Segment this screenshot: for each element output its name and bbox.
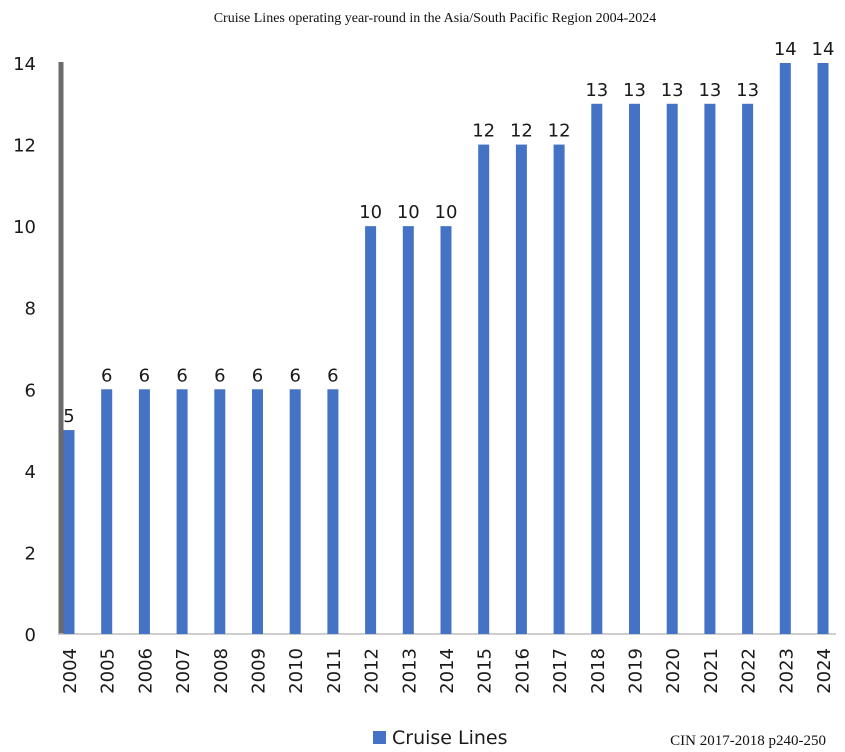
data-label: 12	[510, 121, 533, 142]
x-tick-label: 2005	[98, 648, 119, 694]
bar	[742, 103, 754, 635]
x-tick-label: 2011	[324, 648, 345, 694]
y-tick-label: 6	[25, 380, 36, 401]
x-tick-label: 2009	[249, 648, 270, 694]
bar	[704, 103, 716, 635]
source-note: CIN 2017-2018 p240-250	[670, 733, 826, 749]
data-label: 14	[774, 39, 797, 60]
y-tick-label: 4	[25, 462, 36, 483]
bar	[666, 103, 678, 635]
x-tick-label: 2018	[588, 648, 609, 694]
bars	[63, 63, 829, 635]
bar	[252, 389, 263, 634]
data-label: 5	[63, 406, 74, 427]
x-tick-label: 2006	[135, 648, 156, 694]
x-tick-label: 2023	[776, 648, 797, 694]
data-label: 6	[252, 365, 263, 386]
bar	[629, 103, 640, 635]
bar	[440, 226, 452, 634]
x-tick-label: 2012	[362, 648, 383, 694]
bar	[779, 63, 791, 634]
y-tick-label: 10	[13, 217, 36, 238]
bar	[365, 226, 377, 634]
x-tick-label: 2024	[814, 648, 835, 694]
x-tick-label: 2020	[663, 648, 684, 694]
data-label: 13	[585, 80, 608, 101]
data-label: 13	[698, 80, 721, 101]
y-tick-label: 12	[13, 136, 36, 157]
x-tick-label: 2019	[626, 648, 647, 694]
y-tick-label: 8	[25, 299, 36, 320]
bar	[176, 389, 188, 634]
bar	[478, 144, 490, 635]
data-label: 10	[435, 202, 458, 223]
y-tick-label: 2	[25, 543, 36, 564]
x-tick-label: 2010	[286, 648, 307, 694]
bar	[327, 389, 339, 634]
x-tick-label: 2007	[173, 648, 194, 694]
bar	[214, 389, 226, 634]
data-label: 6	[214, 365, 225, 386]
x-axis-ticks: 2004 2005 2006 2007 2008 2009 2010 2011 2012 2013…	[60, 648, 835, 694]
data-labels: 5 6 6 6 6 6 6 6 10 10 10 12 12 12 13 13 13 13 13 14 14	[63, 39, 834, 427]
x-tick-label: 2013	[399, 648, 420, 694]
data-label: 13	[623, 80, 646, 101]
x-tick-label: 2008	[211, 648, 232, 694]
data-label: 6	[327, 365, 338, 386]
bar	[515, 144, 527, 635]
data-label: 13	[661, 80, 684, 101]
x-tick-label: 2022	[739, 648, 760, 694]
data-label: 13	[736, 80, 759, 101]
legend-label: Cruise Lines	[392, 727, 508, 749]
bar	[553, 144, 565, 635]
y-tick-label: 0	[25, 625, 36, 646]
bar	[817, 63, 829, 634]
data-label: 12	[548, 121, 571, 142]
bar	[402, 226, 414, 634]
data-label: 6	[101, 365, 112, 386]
data-label: 6	[176, 365, 187, 386]
data-label: 14	[812, 39, 835, 60]
y-axis-ticks: 0 2 4 6 8 10 12 14	[13, 54, 36, 646]
legend: Cruise Lines	[373, 727, 508, 749]
data-label: 10	[397, 202, 420, 223]
bar	[63, 430, 75, 634]
chart-title: Cruise Lines operating year-round in the…	[214, 11, 657, 26]
x-tick-label: 2016	[512, 648, 533, 694]
data-label: 12	[472, 121, 495, 142]
x-tick-label: 2021	[701, 648, 722, 694]
data-label: 10	[359, 202, 382, 223]
bar	[101, 389, 113, 634]
bar	[138, 389, 150, 634]
y-tick-label: 14	[13, 54, 36, 75]
bar	[591, 103, 603, 635]
bar	[289, 389, 301, 634]
x-tick-label: 2004	[60, 648, 81, 694]
data-label: 6	[139, 365, 150, 386]
x-tick-label: 2017	[550, 648, 571, 694]
x-tick-label: 2014	[437, 648, 458, 694]
legend-swatch	[373, 731, 386, 744]
data-label: 6	[289, 365, 300, 386]
x-tick-label: 2015	[475, 648, 496, 694]
